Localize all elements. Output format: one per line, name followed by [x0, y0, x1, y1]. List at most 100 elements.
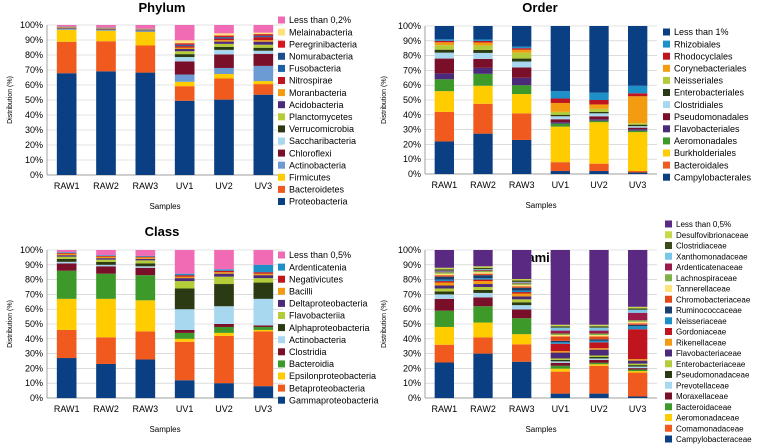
legend-swatch-rhodocyclales: [663, 52, 670, 60]
bar-segment-uv3-rhodocyclales: [628, 93, 648, 97]
chart-panel-class: Class 0% 10% 20% 30% 40% 50% 60% 70% 80% 90% 100% Di…: [7, 224, 379, 434]
legend-swatch-fusobacteria: [278, 64, 285, 72]
bar-segment-uv3-pseudomonadaceae: [628, 365, 648, 367]
bar-segment-uv2-corynebacteriales: [589, 104, 609, 109]
bar-segment-raw3-gammaproteobacteria: [135, 359, 156, 398]
bar-segment-uv1-gordoniaceae: [550, 343, 570, 352]
bar-segment-uv1-actinobacteria: [174, 309, 195, 330]
bar-segment-uv1-verrucomicrobia: [174, 54, 195, 58]
bar-segment-raw3-rikenellaceae: [512, 293, 532, 297]
legend-swatch-acidobacteria: [278, 101, 285, 109]
bar-segment-raw3-rhodocyclales: [512, 48, 532, 50]
legend-swatch-less-than-0-5: [278, 251, 285, 259]
legend-swatch-alphaproteobacteria: [278, 324, 285, 332]
bar-segment-uv2-flavobacteriia: [214, 276, 234, 285]
bar-segment-uv2-bacteroidales: [589, 163, 609, 172]
bar-segment-uv1-neisseriaceae: [550, 342, 570, 344]
bar-segment-uv3-enterobacteriales: [628, 124, 648, 127]
bar-segment-raw3-enterobacteriaceae: [512, 299, 532, 303]
bar-segment-uv1-epsilonproteobacteria: [174, 338, 195, 342]
chart-panel-order: Order 0% 10% 20% 30% 40% 50% 60% 70% 80% 90% 100% Di…: [381, 0, 752, 210]
bar-segment-uv3-verrucomicrobia: [253, 47, 274, 51]
legend-label-pseudomonadaceae: Pseudomonadaceae: [676, 371, 750, 380]
bar-segment-uv2-xanthomonadaceae: [589, 327, 609, 331]
x-axis-label: Samples: [525, 425, 556, 434]
bar-segment-raw3-clostridiales: [512, 61, 532, 68]
legend-label-less-than-1: Less than 1%: [674, 27, 729, 37]
legend-label-comamonadaceae: Comamonadaceae: [676, 424, 744, 433]
bar-segment-raw2-neisseriaceae: [473, 278, 493, 280]
bar-segment-raw3-clostridiaceae: [512, 280, 532, 282]
bar-segment-uv2-campylobacterales: [589, 171, 609, 174]
bar-segment-uv1-comamonadaceae: [550, 371, 570, 394]
bar-segment-uv3-corynebacteriales: [628, 96, 648, 124]
legend-label-clostridiaceae: Clostridiaceae: [676, 242, 727, 251]
bar-segment-uv2-less-than-0-2: [214, 25, 234, 34]
bar-segment-uv2-ruminococcaceae: [589, 339, 609, 341]
bar-segment-uv2-betaproteobacteria: [214, 335, 234, 384]
bar-segment-uv1-less-than-0-5: [550, 250, 570, 325]
bar-segment-uv2-flavobacteriaceae: [589, 349, 609, 356]
bar-segment-uv3-bacilli: [253, 273, 274, 276]
bar-segment-uv3-clostridia: [253, 325, 274, 327]
x-tick-label: UV2: [215, 181, 233, 191]
bar-segment-uv3-burkholderiales: [628, 132, 648, 172]
bar-segment-raw1-comamonadaceae: [434, 344, 454, 363]
y-tick-label: 80%: [25, 275, 43, 285]
bar-segment-uv1-bacilli: [174, 276, 195, 279]
bar-segment-raw3-less-than-0-5: [512, 250, 532, 280]
bar-segment-uv3-nomurabacteria: [253, 35, 274, 37]
bar-segment-uv3-clostridiaceae: [628, 308, 648, 310]
legend-swatch-epsilonproteobacteria: [278, 372, 285, 380]
legend-label-burkholderiales: Burkholderiales: [674, 148, 737, 158]
bar-segment-uv1-enterobacteriaceae: [550, 358, 570, 360]
bar-segment-uv1-fusobacteria: [174, 45, 195, 47]
x-tick-label: RAW1: [431, 404, 457, 414]
y-tick-label: 100%: [20, 20, 43, 30]
bar-segment-uv3-firmicutes: [253, 81, 274, 85]
bar-segment-uv3-bacteroidetes: [253, 84, 274, 95]
bar-segment-uv1-lachnospiraceae: [550, 333, 570, 335]
bar-segment-uv2-bacteroidetes: [214, 78, 234, 100]
bar-segment-uv2-deltaproteobacteria: [214, 273, 234, 277]
bar-segment-raw1-xanthomonadaceae: [434, 270, 454, 272]
bar-segment-uv1-bacteroidales: [550, 162, 570, 172]
bar-segment-raw1-less-than-1: [434, 26, 454, 40]
y-tick-label: 60%: [403, 304, 421, 314]
bar-segment-uv1-aeromonadales: [550, 123, 570, 127]
bar-segment-raw2-clostridia: [96, 266, 116, 274]
bar-segment-raw1-proteobacteria: [56, 73, 77, 175]
bar-segment-uv2-desulfovibrionaceae: [589, 324, 609, 327]
bar-segment-uv2-prevotellaceae: [589, 358, 609, 360]
legend-swatch-actinobacteria: [278, 161, 285, 169]
x-tick-label: UV2: [590, 180, 608, 190]
bar-segment-uv2-peregrinibacteria: [214, 35, 234, 38]
bar-segment-raw2-bacteroidaceae: [473, 306, 493, 323]
y-tick-label: 30%: [403, 349, 421, 359]
legend-swatch-ardenticatenaceae: [665, 263, 672, 271]
bar-segment-raw2-enterobacteriaceae: [473, 287, 493, 290]
bar-segment-uv2-acidobacteria: [214, 41, 234, 44]
bar-segment-uv3-less-than-1: [628, 26, 648, 86]
bar-segment-uv3-comamonadaceae: [628, 372, 648, 397]
bar-segment-uv3-neisseriaceae: [628, 326, 648, 330]
bar-segment-raw1-aeromonadaceae: [434, 326, 454, 345]
bar-segment-raw2-actinobacteria: [96, 29, 116, 31]
legend-swatch-less-than-0-2: [278, 16, 285, 24]
bar-segment-raw2-actinobacteria: [96, 264, 116, 267]
bar-segment-raw1-campylobacterales: [434, 141, 454, 174]
bar-segment-uv1-gammaproteobacteria: [174, 380, 195, 398]
x-tick-label: UV1: [176, 404, 194, 414]
legend-label-acidobacteria: Acidobacteria: [289, 100, 344, 110]
bar-segment-raw2-clostridiales: [473, 52, 493, 59]
bar-segment-uv2-less-than-0-5: [214, 250, 234, 270]
bar-segment-raw3-prevotellaceae: [512, 305, 532, 310]
bar-segment-uv2-moranbacteria: [214, 40, 234, 42]
bar-segment-raw2-comamonadaceae: [473, 337, 493, 354]
legend-label-epsilonproteobacteria: Epsilonproteobacteria: [289, 371, 376, 381]
legend-swatch-less-than-1: [663, 28, 670, 36]
y-tick-label: 40%: [403, 110, 421, 120]
bar-segment-raw3-pseudomonadales: [512, 67, 532, 78]
bar-segment-raw1-less-than-0-5: [434, 250, 454, 268]
legend-swatch-bacteroidetes: [278, 185, 285, 193]
